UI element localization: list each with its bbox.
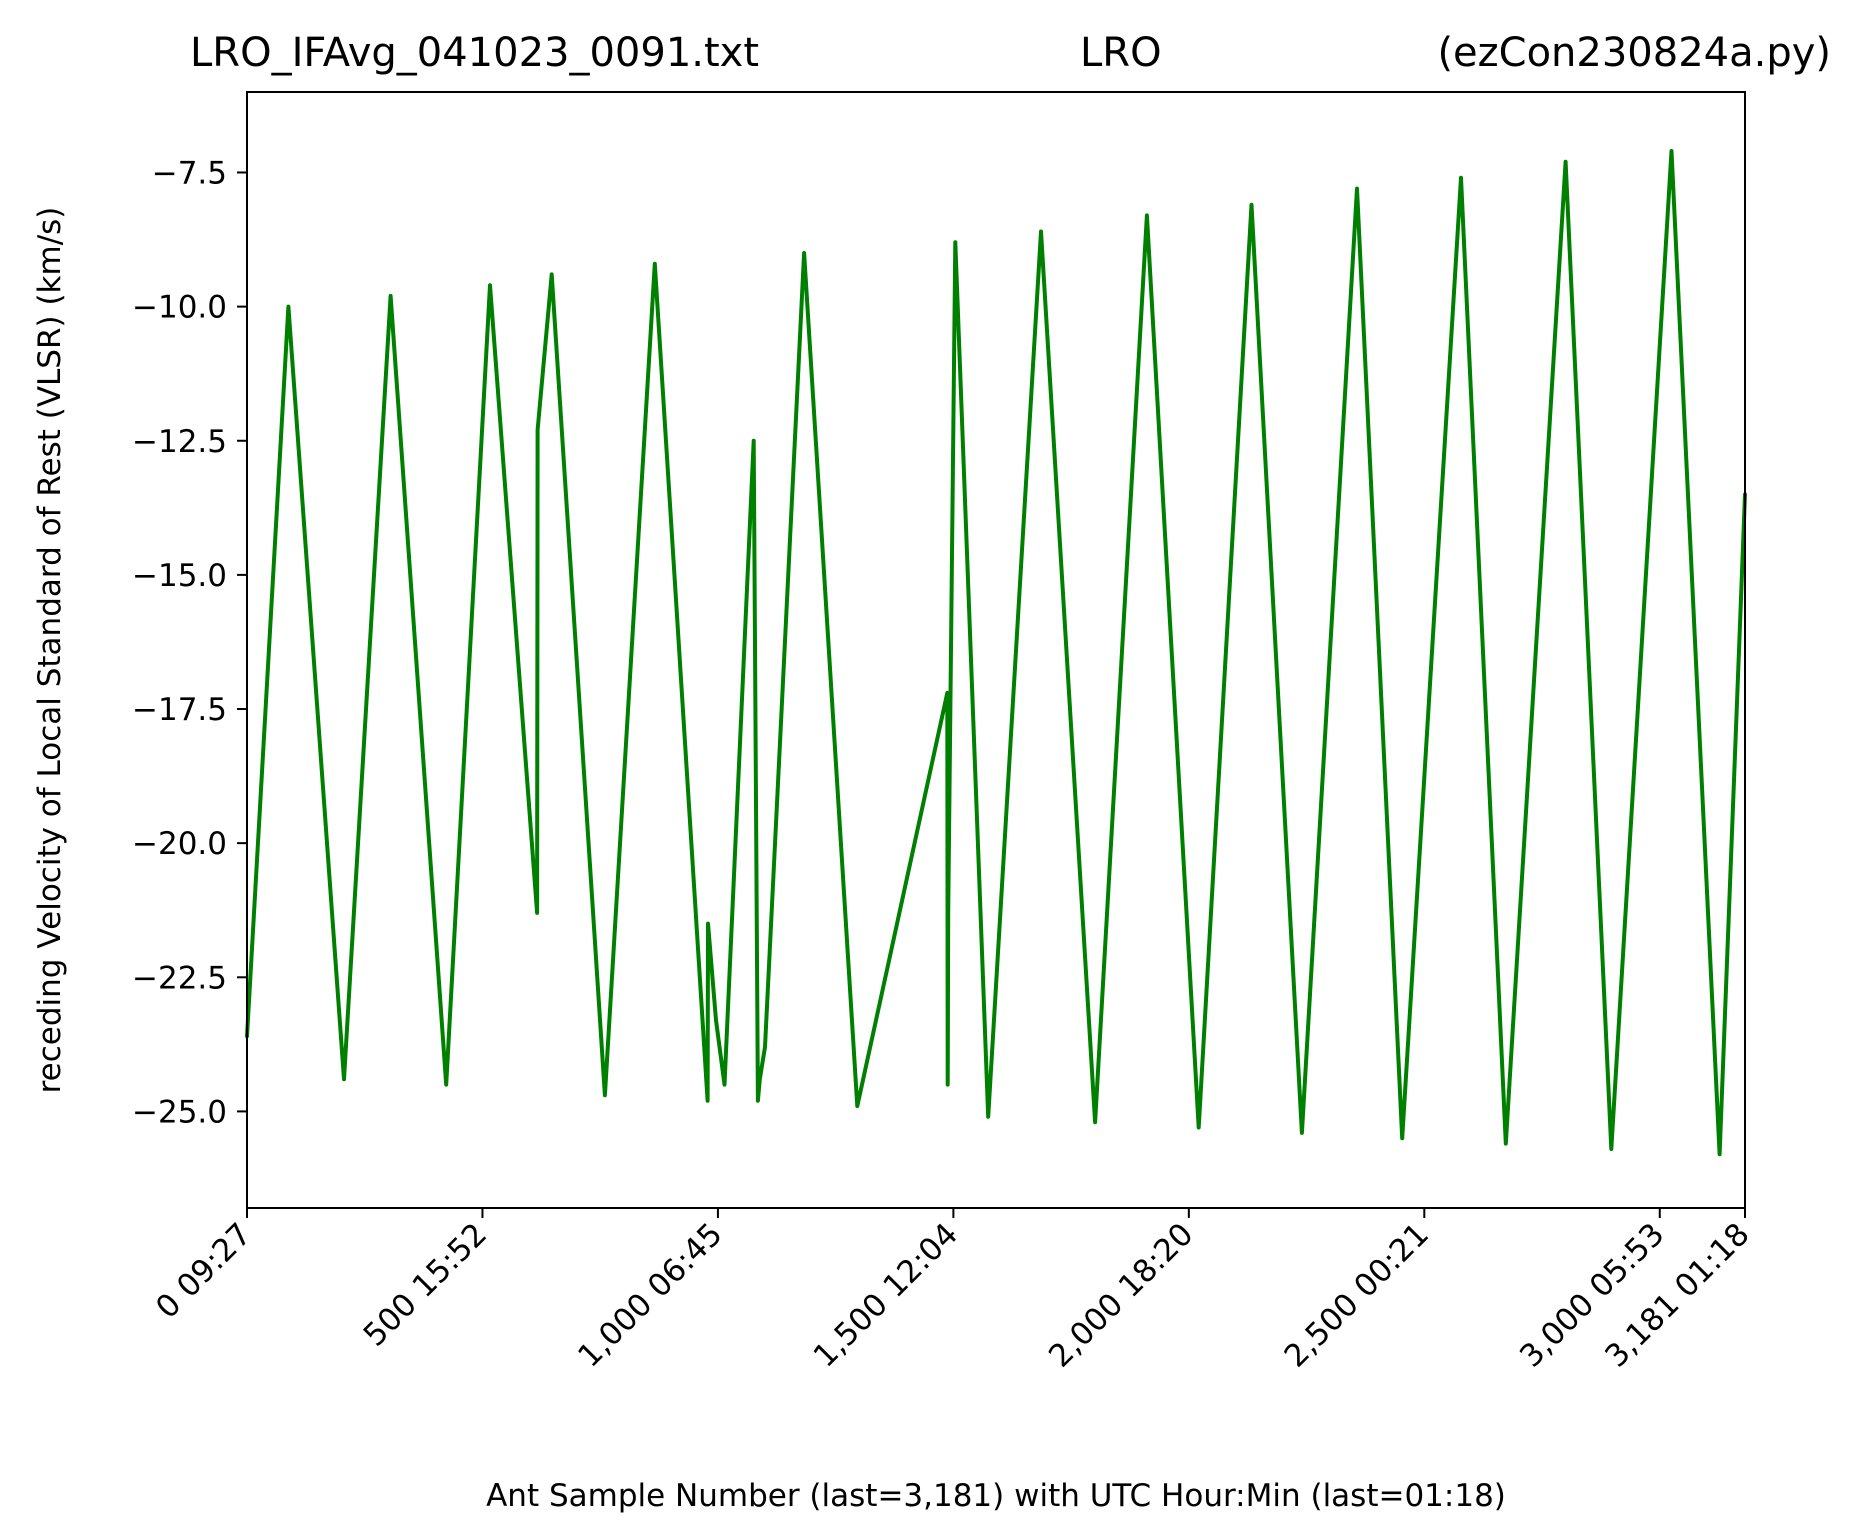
- x-axis-label: Ant Sample Number (last=3,181) with UTC …: [486, 1478, 1506, 1514]
- y-axis-label: receding Velocity of Local Standard of R…: [32, 207, 68, 1094]
- x-tick-label: 2,000 18:20: [1042, 1216, 1200, 1374]
- y-tick-label: −12.5: [132, 424, 227, 460]
- y-axis-ticks: −7.5 −10.0 −12.5 −15.0 −17.5 −20.0 −22.5 −25.0: [132, 155, 247, 1130]
- title-source: LRO: [1080, 30, 1162, 76]
- y-tick-label: −10.0: [132, 290, 227, 326]
- x-tick-label: 2,500 00:21: [1278, 1216, 1436, 1374]
- x-tick-label: 3,000 05:53: [1513, 1216, 1671, 1374]
- x-tick-label: 500 15:52: [357, 1216, 494, 1353]
- y-tick-label: −7.5: [152, 155, 227, 191]
- y-tick-label: −15.0: [132, 558, 227, 594]
- x-axis-ticks: 0 09:27 500 15:52 1,000 06:45 1,500 12:04 2,…: [149, 1208, 1757, 1375]
- y-tick-label: −22.5: [132, 960, 227, 996]
- x-tick-label: 1,000 06:45: [571, 1216, 729, 1374]
- x-tick-label: 0 09:27: [149, 1216, 259, 1326]
- chart-title: LRO_IFAvg_041023_0091.txt LRO (ezCon2308…: [190, 30, 1831, 76]
- y-tick-label: −25.0: [132, 1094, 227, 1130]
- plot-frame: [246, 91, 1746, 1209]
- series-line-0: [245, 149, 1747, 1157]
- title-filename: LRO_IFAvg_041023_0091.txt: [190, 30, 759, 76]
- x-tick-label: 1,500 12:04: [807, 1216, 965, 1374]
- series-layer: [245, 149, 1747, 1157]
- y-tick-label: −17.5: [132, 692, 227, 728]
- title-script: (ezCon230824a.py): [1437, 30, 1831, 76]
- y-tick-label: −20.0: [132, 826, 227, 862]
